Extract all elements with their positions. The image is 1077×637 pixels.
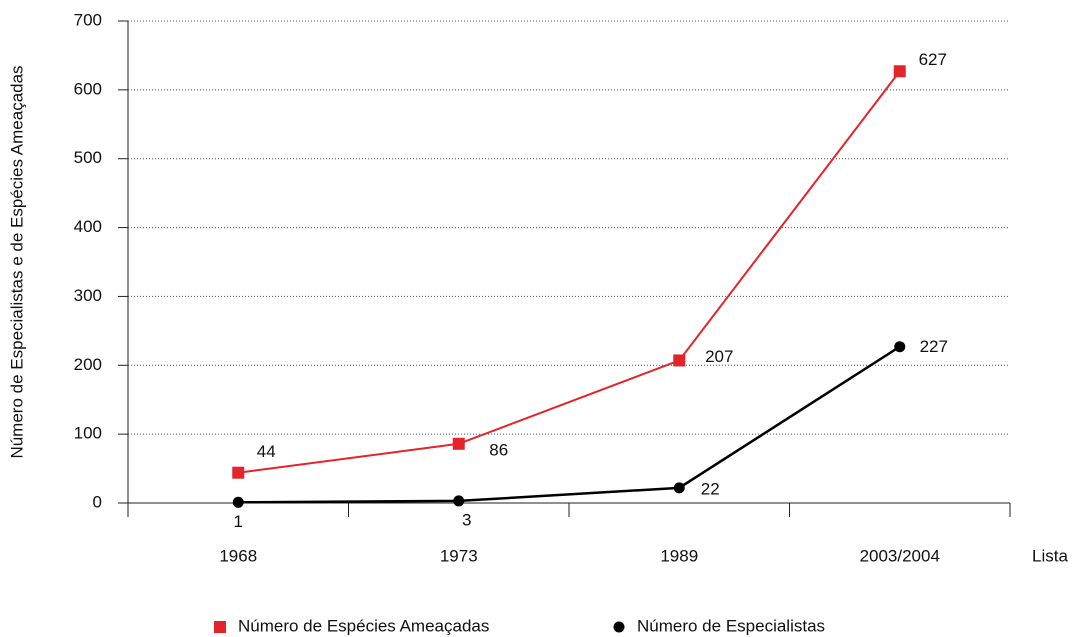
series-line — [238, 70, 901, 474]
data-label: 3 — [462, 510, 471, 529]
y-tick-label: 300 — [74, 286, 102, 305]
x-tick-label: 1968 — [219, 546, 257, 565]
x-tick-label: 1973 — [440, 546, 478, 565]
series-line — [238, 345, 901, 504]
x-tick-label: 2003/2004 — [860, 546, 940, 565]
data-label: 22 — [701, 479, 720, 498]
marker — [673, 482, 685, 494]
legend-label: Número de Espécies Ameaçadas — [238, 616, 489, 635]
data-label: 207 — [705, 347, 733, 366]
y-tick-label: 700 — [74, 10, 102, 29]
marker — [673, 354, 686, 367]
data-label: 1 — [234, 512, 243, 531]
marker — [453, 495, 465, 507]
data-label: 44 — [257, 442, 276, 461]
y-tick-label: 0 — [93, 492, 102, 511]
y-tick-label: 500 — [74, 148, 102, 167]
y-tick-label: 400 — [74, 217, 102, 236]
y-tick-label: 600 — [74, 79, 102, 98]
legend-swatch — [613, 621, 625, 633]
marker — [232, 466, 245, 479]
data-label: 627 — [919, 50, 947, 69]
x-tick-label: 1989 — [660, 546, 698, 565]
marker — [893, 65, 906, 78]
marker — [894, 341, 906, 353]
legend-label: Número de Especialistas — [637, 616, 825, 635]
y-tick-label: 200 — [74, 355, 102, 374]
data-label: 86 — [489, 440, 508, 459]
marker — [232, 496, 244, 508]
data-label: 227 — [920, 337, 948, 356]
y-tick-label: 100 — [74, 424, 102, 443]
marker — [452, 437, 465, 450]
y-axis-title: Número de Especialistas e de Espécies Am… — [7, 65, 26, 458]
legend-swatch — [214, 621, 226, 633]
x-axis-title: Lista — [1032, 546, 1068, 565]
